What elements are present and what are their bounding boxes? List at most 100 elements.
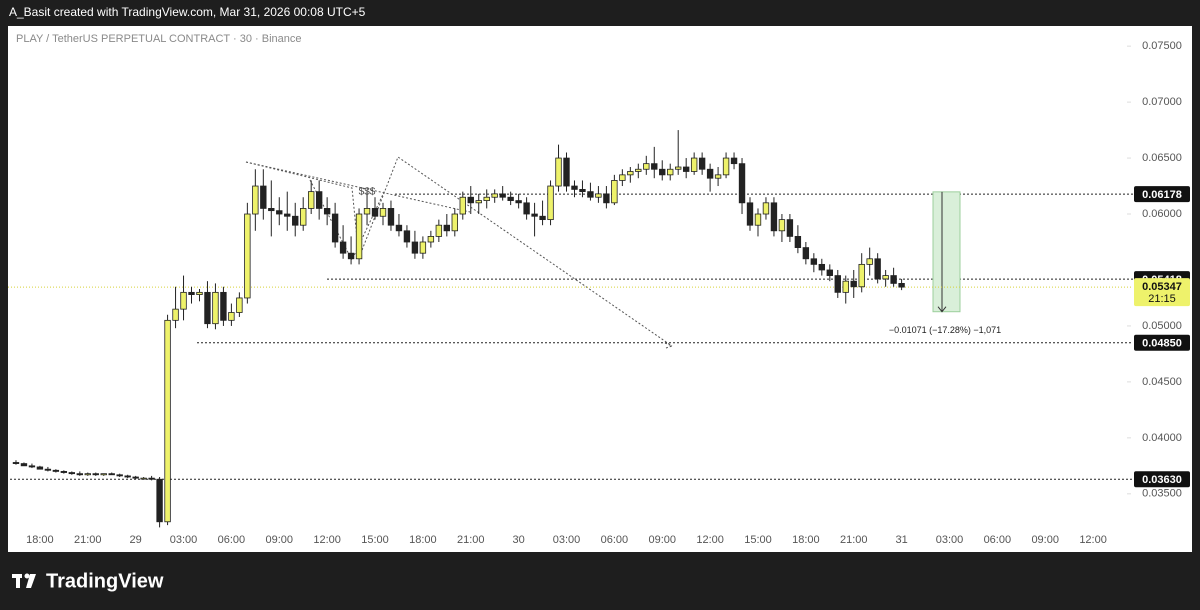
- x-tick-label: 15:00: [361, 534, 389, 546]
- candle-body: [44, 468, 52, 471]
- candle-body: [140, 477, 147, 480]
- x-tick-label: 12:00: [696, 534, 724, 546]
- candle-body: [148, 477, 155, 480]
- x-tick-label: 15:00: [744, 534, 772, 546]
- candle-body: [228, 312, 235, 321]
- measure-box: [932, 191, 961, 313]
- chart-title: PLAY / TetherUS PERPETUAL CONTRACT · 30 …: [16, 33, 302, 45]
- candle-body: [762, 202, 770, 215]
- candle-body: [100, 473, 107, 476]
- candle-body: [499, 193, 506, 198]
- brand: TradingView: [46, 570, 164, 592]
- x-tick-label: 09:00: [1031, 534, 1059, 546]
- candle-body: [579, 188, 586, 193]
- candle-body: [12, 462, 20, 464]
- candle-body: [132, 476, 139, 479]
- candle-body: [363, 208, 371, 215]
- candle-body: [315, 191, 323, 209]
- candle-body: [212, 291, 219, 325]
- candle-body: [68, 472, 76, 475]
- level-label: 0.03630: [1142, 474, 1182, 486]
- candle-body: [778, 219, 786, 232]
- x-tick-label: 30: [513, 534, 525, 546]
- candle-body: [722, 157, 730, 176]
- candle-body: [515, 200, 522, 204]
- level-label: 0.04850: [1142, 338, 1182, 350]
- candle-body: [635, 168, 642, 172]
- x-tick-label: 21:00: [457, 534, 485, 546]
- x-tick-label: 09:00: [266, 534, 294, 546]
- candle-body: [180, 291, 187, 310]
- candle-body: [826, 269, 833, 276]
- candle-body: [866, 258, 873, 265]
- candle-body: [738, 163, 746, 204]
- candle-body: [786, 219, 794, 237]
- candle-body: [411, 241, 419, 254]
- candle-body: [834, 275, 841, 293]
- candle-body: [539, 215, 546, 221]
- candle-body: [491, 193, 498, 198]
- candle-body: [667, 168, 674, 176]
- candle-body: [92, 473, 99, 476]
- x-tick-label: 29: [130, 534, 142, 546]
- footer: [0, 552, 1200, 610]
- y-tick-label: 0.06500: [1142, 152, 1182, 164]
- candle-body: [698, 157, 706, 170]
- logo-mark: [24, 573, 30, 579]
- candle-body: [563, 157, 570, 187]
- x-tick-label: 03:00: [936, 534, 964, 546]
- logo-mark: [26, 574, 36, 588]
- candle-body: [810, 258, 818, 265]
- candle-body: [547, 185, 554, 221]
- candle-body: [746, 202, 754, 226]
- candle-body: [818, 263, 826, 271]
- candle-body: [770, 202, 778, 232]
- candle-body: [268, 208, 275, 212]
- trend-line: [245, 156, 673, 347]
- candle-body: [28, 465, 36, 468]
- x-tick-label: 06:00: [218, 534, 246, 546]
- candle-body: [427, 235, 435, 243]
- measure-label: −0.01071 (−17.28%) −1,071: [889, 325, 1001, 335]
- y-tick-label: 0.06000: [1142, 208, 1182, 220]
- candle-body: [890, 275, 897, 284]
- candle-body: [52, 469, 60, 472]
- candle-body: [76, 473, 83, 476]
- candle-body: [196, 291, 203, 295]
- measure-arrowhead: [937, 306, 947, 313]
- candle-body: [156, 478, 163, 523]
- candle-body: [595, 193, 602, 198]
- candle-body: [754, 213, 762, 226]
- x-tick-label: 09:00: [648, 534, 676, 546]
- candle-body: [403, 230, 411, 243]
- candle-body: [236, 297, 243, 313]
- candle-body: [555, 157, 562, 187]
- candle-body: [124, 475, 131, 478]
- x-tick-label: 03:00: [170, 534, 198, 546]
- candle-body: [451, 213, 458, 232]
- candle-body: [690, 157, 698, 172]
- x-tick-label: 31: [895, 534, 907, 546]
- candle-body: [172, 308, 179, 321]
- x-tick-label: 21:00: [840, 534, 868, 546]
- candle-body: [339, 241, 347, 254]
- candle-body: [531, 213, 538, 217]
- candle-body: [483, 196, 490, 201]
- candle-body: [276, 210, 283, 215]
- x-tick-label: 12:00: [313, 534, 341, 546]
- candle-body: [188, 291, 195, 295]
- x-tick-label: 03:00: [553, 534, 581, 546]
- candle-body: [36, 466, 44, 470]
- y-tick-label: 0.04500: [1142, 376, 1182, 388]
- candle-body: [874, 258, 881, 280]
- candle-body: [300, 208, 307, 226]
- candle-body: [459, 196, 466, 215]
- countdown-label: 21:15: [1148, 293, 1176, 305]
- candle-body: [850, 280, 857, 288]
- logo-mark: [16, 574, 20, 588]
- candle-body: [587, 191, 594, 198]
- candle-body: [164, 319, 171, 523]
- y-tick-label: 0.07500: [1142, 40, 1182, 52]
